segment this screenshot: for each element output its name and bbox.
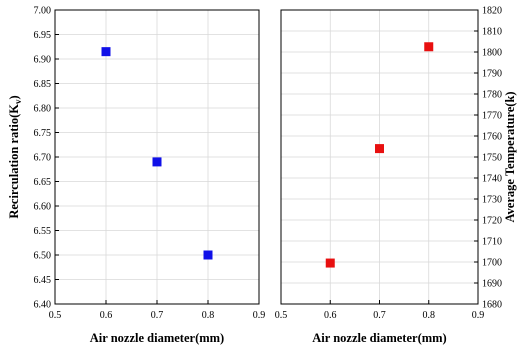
left-data-point [152, 157, 162, 167]
left-x-tick-label: 0.8 [202, 310, 215, 321]
right-y-tick-label: 1740 [482, 174, 502, 185]
right-y-tick-label: 1700 [482, 258, 502, 269]
right-x-tick-label: 0.6 [324, 310, 337, 321]
left-y-tick-label: 7.00 [34, 6, 52, 17]
right-y-tick-label: 1730 [482, 195, 502, 206]
left-y-tick-label: 6.95 [34, 30, 52, 41]
right-y-tick-label: 1820 [482, 6, 502, 17]
right-y-axis-title: Average Temperature(k) [503, 91, 517, 222]
right-y-tick-label: 1750 [482, 153, 502, 164]
left-y-tick-label: 6.70 [34, 153, 52, 164]
left-x-tick-label: 0.6 [100, 310, 113, 321]
right-y-tick-label: 1800 [482, 48, 502, 59]
right-y-tick-label: 1690 [482, 279, 502, 290]
left-x-axis-title: Air nozzle diameter(mm) [90, 331, 224, 345]
right-y-tick-label: 1780 [482, 90, 502, 101]
left-chart-panel: 0.5 0.6 0.7 0.8 0.9 6.40 6.45 6.50 6.55 6.60 6.65 6… [7, 6, 265, 346]
right-y-tick-label: 1720 [482, 216, 502, 227]
left-y-tick-label: 6.50 [34, 251, 52, 262]
right-data-point [375, 144, 384, 154]
left-y-tick-label: 6.60 [34, 202, 52, 213]
left-y-tick-label: 6.40 [34, 300, 52, 311]
left-y-tick-label: 6.80 [34, 104, 52, 115]
right-x-tick-label: 0.5 [275, 310, 288, 321]
left-y-axis-title: Recirculation ratio(Kv) [7, 95, 23, 218]
right-x-tick-label: 0.8 [423, 310, 436, 321]
left-x-tick-label: 0.5 [49, 310, 62, 321]
right-y-tick-label: 1810 [482, 27, 502, 38]
right-data-point [325, 258, 335, 268]
left-data-point [101, 47, 111, 57]
left-x-tick-label: 0.9 [253, 310, 266, 321]
left-data-point [203, 250, 213, 260]
right-x-axis-title: Air nozzle diameter(mm) [312, 331, 446, 345]
right-y-tick-label: 1760 [482, 132, 502, 143]
right-x-tick-label: 0.9 [472, 310, 485, 321]
left-y-tick-label: 6.75 [34, 128, 52, 139]
right-y-tick-label: 1770 [482, 111, 502, 122]
left-y-tick-label: 6.55 [34, 226, 52, 237]
left-y-tick-label: 6.65 [34, 177, 52, 188]
left-y-tick-label: 6.85 [34, 79, 52, 90]
left-x-tick-label: 0.7 [151, 310, 164, 321]
right-y-tick-label: 1680 [482, 300, 502, 311]
left-y-tick-label: 6.45 [34, 275, 52, 286]
right-y-tick-label: 1710 [482, 237, 502, 248]
right-data-point [424, 42, 434, 52]
right-x-tick-label: 0.7 [373, 310, 386, 321]
left-y-tick-label: 6.90 [34, 55, 52, 66]
right-y-tick-label: 1790 [482, 69, 502, 80]
